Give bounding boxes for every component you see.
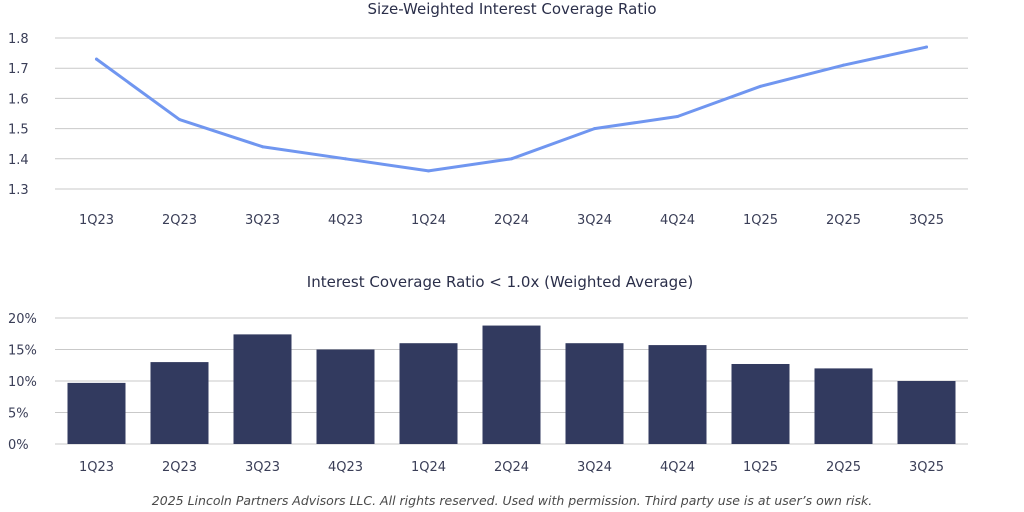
bar-chart-x-tick-label: 4Q23 <box>328 460 363 475</box>
line-chart-point <box>593 127 596 131</box>
bar-chart-x-tick-label: 1Q25 <box>743 460 778 475</box>
line-chart-point <box>95 57 98 61</box>
bar-chart-y-tick-labels: 0% 5% 10% 15% 20% <box>8 312 37 453</box>
line-chart-y-tick-label: 1.3 <box>8 183 29 198</box>
bar-3q23 <box>233 334 292 444</box>
line-chart-y-tick-label: 1.8 <box>8 32 29 47</box>
line-chart-point <box>925 45 928 49</box>
line-chart-point <box>344 157 347 161</box>
line-chart-y-tick-label: 1.4 <box>8 153 29 168</box>
line-chart: Size-Weighted Interest Coverage Ratio 1.… <box>8 0 968 228</box>
charts-canvas: Size-Weighted Interest Coverage Ratio 1.… <box>8 0 968 475</box>
line-chart-point <box>510 157 513 161</box>
line-chart-x-tick-label: 4Q24 <box>660 213 695 228</box>
line-chart-point <box>427 169 430 173</box>
bar-chart: Interest Coverage Ratio < 1.0x (Weighted… <box>8 273 968 475</box>
line-chart-point <box>842 63 845 67</box>
line-chart-point <box>759 84 762 88</box>
bar-chart-x-tick-label: 1Q23 <box>79 460 114 475</box>
bar-1q23 <box>67 382 126 444</box>
bar-chart-x-tick-label: 1Q24 <box>411 460 446 475</box>
bar-2q23 <box>150 362 209 444</box>
bar-chart-y-tick-label: 20% <box>8 312 37 327</box>
line-chart-points <box>95 45 928 173</box>
line-chart-x-tick-label: 1Q24 <box>411 213 446 228</box>
bar-3q24 <box>565 343 624 444</box>
bar-4q23 <box>316 349 375 444</box>
bar-chart-bars <box>67 325 956 444</box>
line-chart-x-tick-label: 3Q23 <box>245 213 280 228</box>
line-chart-x-tick-label: 4Q23 <box>328 213 363 228</box>
line-chart-x-tick-label: 2Q25 <box>826 213 861 228</box>
line-chart-gridlines <box>55 37 968 190</box>
bar-chart-x-tick-label: 3Q23 <box>245 460 280 475</box>
line-chart-x-tick-label: 2Q24 <box>494 213 529 228</box>
bar-chart-y-tick-label: 10% <box>8 375 37 390</box>
bar-2q24 <box>482 325 541 444</box>
bar-chart-x-tick-label: 4Q24 <box>660 460 695 475</box>
line-chart-title: Size-Weighted Interest Coverage Ratio <box>367 0 656 18</box>
bar-1q24 <box>399 343 458 444</box>
line-chart-x-tick-label: 3Q25 <box>909 213 944 228</box>
bar-chart-y-tick-label: 5% <box>8 407 29 422</box>
bar-3q25 <box>897 381 956 444</box>
line-chart-y-tick-labels: 1.3 1.4 1.5 1.6 1.7 1.8 <box>8 32 29 198</box>
bar-chart-x-tick-label: 2Q23 <box>162 460 197 475</box>
line-chart-y-tick-label: 1.6 <box>8 92 29 107</box>
line-chart-x-tick-label: 1Q23 <box>79 213 114 228</box>
line-chart-x-tick-label: 3Q24 <box>577 213 612 228</box>
bar-chart-x-tick-labels: 1Q23 2Q23 3Q23 4Q23 1Q24 2Q24 3Q24 4Q24 1Q25 2Q25… <box>79 460 944 475</box>
bar-chart-x-tick-label: 3Q24 <box>577 460 612 475</box>
line-chart-x-tick-label: 1Q25 <box>743 213 778 228</box>
bar-chart-x-tick-label: 2Q25 <box>826 460 861 475</box>
line-chart-point <box>261 145 264 149</box>
line-chart-x-tick-label: 2Q23 <box>162 213 197 228</box>
bar-chart-title: Interest Coverage Ratio < 1.0x (Weighted… <box>307 273 693 291</box>
bar-chart-y-tick-label: 15% <box>8 344 37 359</box>
bar-4q24 <box>648 345 707 444</box>
line-chart-point <box>178 118 181 122</box>
bar-1q25 <box>731 363 790 444</box>
line-chart-y-tick-label: 1.5 <box>8 123 29 138</box>
copyright-note: 2025 Lincoln Partners Advisors LLC. All … <box>151 493 873 508</box>
bar-chart-x-tick-label: 2Q24 <box>494 460 529 475</box>
line-series-path <box>95 45 928 173</box>
bar-chart-y-tick-label: 0% <box>8 438 29 453</box>
bar-chart-x-tick-label: 3Q25 <box>909 460 944 475</box>
line-chart-y-tick-label: 1.7 <box>8 62 29 77</box>
bar-2q25 <box>814 368 873 444</box>
line-chart-x-tick-labels: 1Q23 2Q23 3Q23 4Q23 1Q24 2Q24 3Q24 4Q24 1Q25 2Q25… <box>79 213 944 228</box>
line-chart-point <box>676 115 679 119</box>
